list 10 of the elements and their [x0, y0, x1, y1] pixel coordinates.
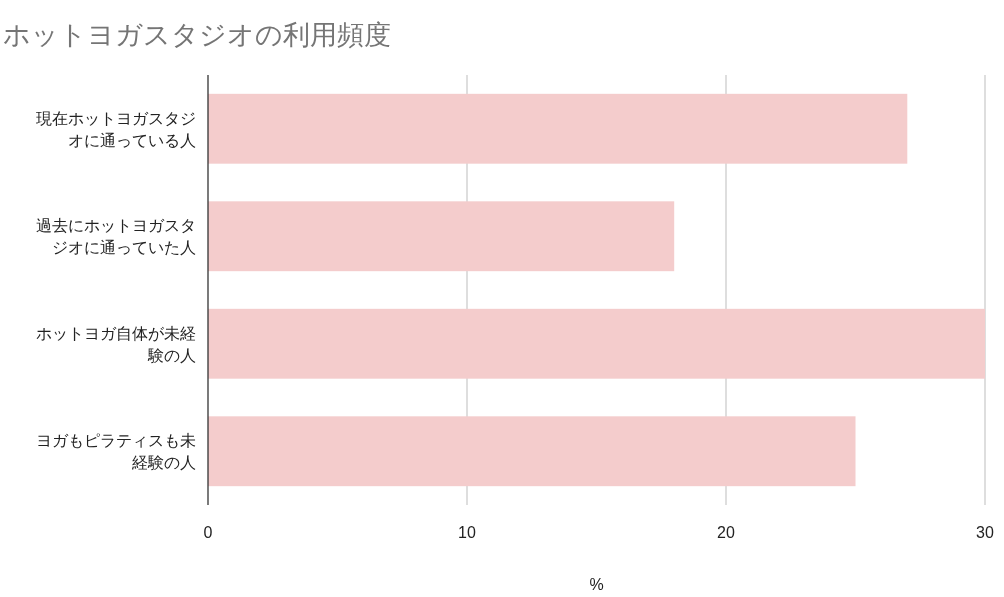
x-tick-label: 20 — [717, 524, 735, 541]
x-tick-label: 30 — [976, 524, 994, 541]
y-tick-label: ヨガもピラティスも未経験の人 — [36, 432, 196, 472]
x-tick-label: 0 — [203, 524, 213, 541]
y-tick-label: 過去にホットヨガスタジオに通っていた人 — [36, 217, 196, 257]
x-axis-title: % — [589, 576, 604, 593]
y-tick-label: 現在ホットヨガスタジオに通っている人 — [36, 109, 196, 149]
title: ホットヨガスタジオの利用頻度 — [3, 20, 391, 50]
y-tick-label: ホットヨガ自体が未経験の人 — [36, 324, 196, 364]
x-tick-label: 10 — [458, 524, 476, 541]
